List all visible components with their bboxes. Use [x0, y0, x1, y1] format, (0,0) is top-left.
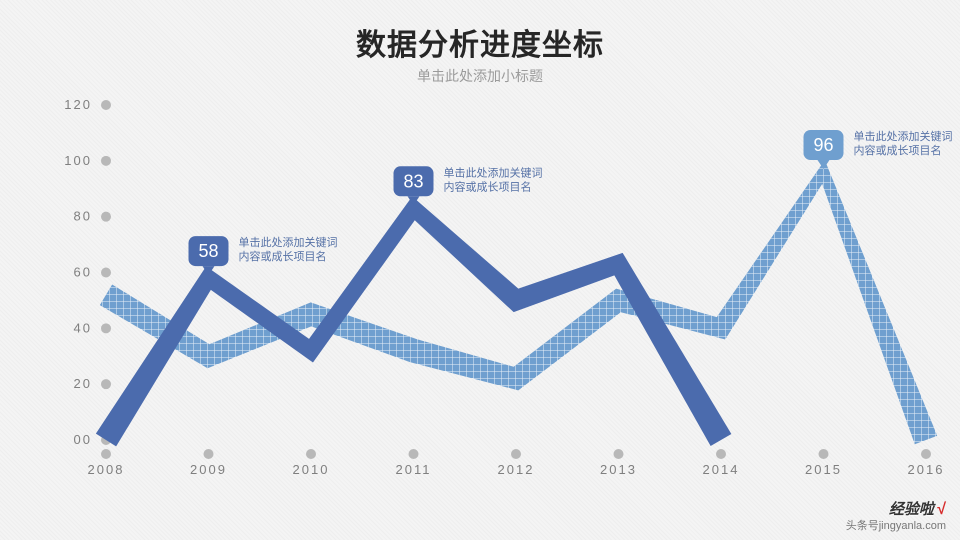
x-tick-label: 2010 — [293, 462, 330, 477]
x-tick-marker — [614, 449, 624, 459]
x-tick-label: 2009 — [190, 462, 227, 477]
y-tick-label: 60 — [74, 265, 92, 280]
x-tick-marker — [511, 449, 521, 459]
x-tick-label: 2012 — [498, 462, 535, 477]
y-tick-label: 00 — [74, 432, 92, 447]
x-tick-label: 2014 — [703, 462, 740, 477]
y-tick-label: 100 — [64, 153, 92, 168]
y-tick-marker — [101, 156, 111, 166]
callout-value: 96 — [813, 135, 833, 155]
watermark-site: 头条号jingyanla.com — [846, 520, 946, 532]
callout-annotation: 单击此处添加关键词 — [854, 129, 953, 143]
callout-annotation: 单击此处添加关键词 — [239, 235, 338, 249]
y-tick-label: 20 — [74, 376, 92, 391]
series-series1 — [96, 196, 732, 446]
x-tick-marker — [819, 449, 829, 459]
watermark-brand: 经验啦 — [889, 501, 934, 518]
chart-svg: 0020406080100120200820092010201120122013… — [60, 105, 920, 485]
y-tick-label: 80 — [74, 209, 92, 224]
x-tick-marker — [306, 449, 316, 459]
y-tick-marker — [101, 212, 111, 222]
watermark: 经验啦 √ 头条号jingyanla.com — [846, 501, 946, 532]
x-tick-label: 2008 — [88, 462, 125, 477]
y-tick-marker — [101, 268, 111, 278]
x-tick-marker — [204, 449, 214, 459]
callout-annotation: 内容或成长项目名 — [239, 249, 327, 263]
callout-value: 58 — [198, 241, 218, 261]
title-block: 数据分析进度坐标 单击此处添加小标题 — [0, 20, 960, 86]
x-tick-marker — [716, 449, 726, 459]
y-tick-label: 40 — [74, 320, 92, 335]
y-tick-marker — [101, 379, 111, 389]
page-subtitle: 单击此处添加小标题 — [0, 66, 960, 86]
y-tick-marker — [101, 323, 111, 333]
chart-area: 0020406080100120200820092010201120122013… — [60, 105, 920, 485]
watermark-check-icon: √ — [937, 501, 946, 518]
x-tick-label: 2011 — [396, 462, 432, 477]
y-tick-marker — [101, 100, 111, 110]
callout-annotation: 单击此处添加关键词 — [444, 165, 543, 179]
x-tick-marker — [101, 449, 111, 459]
callout-annotation: 内容或成长项目名 — [854, 143, 942, 157]
x-tick-label: 2016 — [908, 462, 945, 477]
page-title: 数据分析进度坐标 — [0, 20, 960, 64]
x-tick-marker — [921, 449, 931, 459]
callout-annotation: 内容或成长项目名 — [444, 179, 532, 193]
x-tick-label: 2013 — [600, 462, 637, 477]
x-tick-label: 2015 — [805, 462, 842, 477]
x-tick-marker — [409, 449, 419, 459]
y-tick-label: 120 — [64, 97, 92, 112]
callout-value: 83 — [403, 171, 423, 191]
